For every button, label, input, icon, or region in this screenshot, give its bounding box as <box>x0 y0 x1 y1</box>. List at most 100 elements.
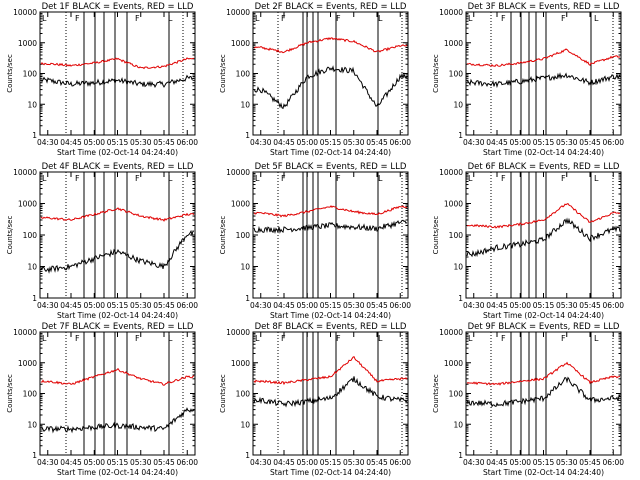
event-flag: F <box>336 174 341 183</box>
lld-trace <box>40 57 194 70</box>
event-flag: F <box>135 334 140 343</box>
y-tick-label: 1000 <box>18 200 37 209</box>
y-tick-label: 100 <box>236 231 251 240</box>
x-tick-label: 04:45 <box>273 301 295 310</box>
plot-frame <box>39 11 196 136</box>
x-tick-label: 05:45 <box>153 301 175 310</box>
y-tick-label: 10000 <box>13 8 37 17</box>
x-axis-title: Start Time (02-Oct-14 04:24:40) <box>57 311 178 320</box>
event-flag: L <box>255 334 260 343</box>
event-flag: F <box>135 14 140 23</box>
event-flag: F <box>135 174 140 183</box>
events-trace <box>40 74 194 89</box>
x-tick-label: 04:45 <box>60 458 82 467</box>
y-tick-label: 1 <box>458 294 463 303</box>
lld-trace <box>467 48 621 68</box>
event-flag: L <box>468 334 473 343</box>
y-tick-label: 1000 <box>231 200 250 209</box>
y-axis-title: Counts/sec <box>432 374 440 413</box>
x-tick-label: 05:00 <box>296 458 318 467</box>
x-axis-title: Start Time (02-Oct-14 04:24:40) <box>483 468 604 477</box>
x-tick-label: 05:15 <box>107 458 129 467</box>
x-tick-label: 05:30 <box>130 138 152 147</box>
event-flag: F <box>75 174 80 183</box>
panel-title: Det 2F BLACK = Events, RED = LLD <box>255 2 407 12</box>
x-tick-label: 04:30 <box>250 138 272 147</box>
event-flag: L <box>42 174 47 183</box>
event-flag: L <box>594 334 599 343</box>
x-axis-title: Start Time (02-Oct-14 04:24:40) <box>270 311 391 320</box>
y-axis-title: Counts/sec <box>432 216 440 255</box>
x-tick-label: 05:45 <box>366 138 388 147</box>
x-tick-label: 05:15 <box>320 458 342 467</box>
panel-title: Det 3F BLACK = Events, RED = LLD <box>468 2 620 12</box>
y-tick-label: 10 <box>27 100 37 109</box>
event-flag: F <box>561 334 566 343</box>
panel-det-9: Det 9F BLACK = Events, RED = LLD L F F L 1 10 1… <box>432 322 624 477</box>
y-tick-label: 100 <box>23 231 38 240</box>
panel-det-5: Det 5F BLACK = Events, RED = LLD L F F L 1 10 1… <box>219 162 411 320</box>
y-tick-label: 1000 <box>231 39 250 48</box>
x-axis-title: Start Time (02-Oct-14 04:24:40) <box>483 148 604 157</box>
event-flag: F <box>336 14 341 23</box>
x-tick-label: 04:30 <box>463 301 485 310</box>
x-tick-label: 05:30 <box>343 301 365 310</box>
y-tick-label: 10000 <box>439 328 463 337</box>
panel-det-8: Det 8F BLACK = Events, RED = LLD L F F L 1 10 1… <box>219 322 411 477</box>
y-tick-label: 100 <box>236 390 251 399</box>
event-flag: L <box>378 334 383 343</box>
events-trace <box>40 407 195 434</box>
x-tick-label: 05:00 <box>83 301 105 310</box>
y-tick-label: 10000 <box>13 168 37 177</box>
x-tick-label: 05:30 <box>130 301 152 310</box>
x-tick-label: 05:45 <box>579 138 601 147</box>
x-tick-label: 05:00 <box>296 301 318 310</box>
event-flag: L <box>594 174 599 183</box>
plot-frame <box>252 331 409 456</box>
lld-trace <box>466 361 621 386</box>
y-tick-label: 100 <box>449 70 464 79</box>
event-flag: F <box>281 14 286 23</box>
y-tick-label: 10000 <box>439 8 463 17</box>
event-flag: F <box>281 174 286 183</box>
x-axis-title: Start Time (02-Oct-14 04:24:40) <box>270 468 391 477</box>
panel-title: Det 7F BLACK = Events, RED = LLD <box>42 322 194 332</box>
events-trace <box>40 229 195 274</box>
x-tick-label: 05:00 <box>83 138 105 147</box>
event-flag: F <box>281 334 286 343</box>
x-tick-label: 06:00 <box>176 301 198 310</box>
event-flag: F <box>561 14 566 23</box>
panel-det-4: Det 4F BLACK = Events, RED = LLD L F F L 1 10 1… <box>6 162 198 320</box>
events-trace <box>253 219 408 235</box>
x-tick-label: 06:00 <box>389 138 411 147</box>
lld-trace <box>253 356 408 386</box>
x-tick-label: 05:30 <box>343 138 365 147</box>
y-tick-label: 1000 <box>18 39 37 48</box>
x-tick-label: 04:30 <box>250 301 272 310</box>
x-tick-label: 05:45 <box>366 458 388 467</box>
panel-det-1: Det 1F BLACK = Events, RED = LLD L F F L 1 10 1… <box>6 2 198 157</box>
y-tick-label: 100 <box>236 70 251 79</box>
plot-frame <box>252 171 409 299</box>
lld-trace <box>466 202 621 229</box>
plot-frame <box>252 11 409 136</box>
event-flag: L <box>168 174 173 183</box>
y-tick-label: 10 <box>240 263 250 272</box>
lld-trace <box>40 207 195 222</box>
panel-title: Det 9F BLACK = Events, RED = LLD <box>468 322 620 332</box>
x-tick-label: 05:30 <box>556 138 578 147</box>
event-flag: L <box>168 334 173 343</box>
y-tick-label: 10 <box>240 420 250 429</box>
y-tick-label: 100 <box>449 231 464 240</box>
y-tick-label: 10 <box>240 100 250 109</box>
panel-det-6: Det 6F BLACK = Events, RED = LLD L F F L 1 10 1… <box>432 162 624 320</box>
panel-title: Det 6F BLACK = Events, RED = LLD <box>468 162 620 172</box>
y-tick-label: 10 <box>453 420 463 429</box>
x-tick-label: 05:15 <box>533 138 555 147</box>
y-tick-label: 100 <box>23 390 38 399</box>
panel-det-2: Det 2F BLACK = Events, RED = LLD L F F L 1 10 1… <box>219 2 411 157</box>
x-tick-label: 05:30 <box>343 458 365 467</box>
x-tick-label: 05:00 <box>83 458 105 467</box>
panel-title: Det 1F BLACK = Events, RED = LLD <box>42 2 194 12</box>
y-axis-title: Counts/sec <box>219 374 227 413</box>
